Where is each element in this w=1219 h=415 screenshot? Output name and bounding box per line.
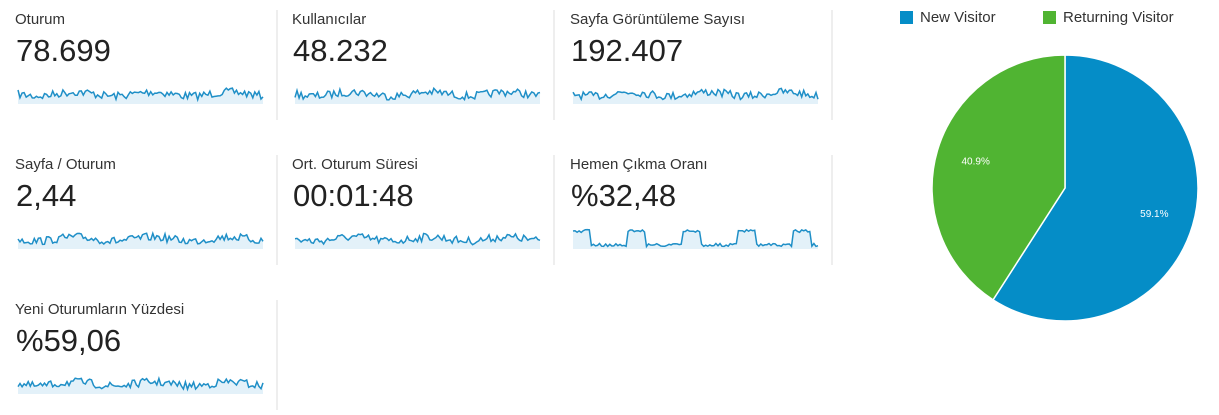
sparkline (294, 232, 541, 246)
metric-label: Sayfa / Oturum (15, 156, 116, 173)
metric-value: 192.407 (571, 33, 683, 68)
sparkline (572, 87, 819, 102)
pie-slice (991, 54, 1199, 322)
legend-label: New Visitor (920, 9, 996, 26)
slice-label: 40.9% (961, 156, 989, 167)
legend-swatch (1043, 11, 1056, 24)
sparkline-area (18, 233, 263, 249)
metric-value: 00:01:48 (293, 178, 414, 213)
sparkline (17, 376, 264, 392)
sparkline-area (295, 88, 540, 104)
legend-label: Returning Visitor (1063, 9, 1174, 26)
slice-label: 59.1% (1140, 209, 1168, 220)
metric-label: Kullanıcılar (292, 11, 366, 28)
metric-label: Yeni Oturumların Yüzdesi (15, 301, 184, 318)
pie-slice (931, 54, 1066, 301)
metric-value: 2,44 (16, 178, 76, 213)
sparkline-area (18, 378, 263, 394)
metric-label: Sayfa Görüntüleme Sayısı (570, 11, 745, 28)
sparkline (17, 231, 264, 246)
metric-label: Hemen Çıkma Oranı (570, 156, 708, 173)
metric-value: 48.232 (293, 33, 388, 68)
sparkline (572, 228, 819, 249)
sparkline-area (295, 233, 540, 249)
metric-label: Ort. Oturum Süresi (292, 156, 418, 173)
metric-value: 78.699 (16, 33, 111, 68)
sparkline (17, 87, 264, 103)
sparkline-area (573, 88, 818, 104)
metric-value: %59,06 (16, 323, 121, 358)
metric-label: Oturum (15, 11, 65, 28)
metric-value: %32,48 (571, 178, 676, 213)
legend-swatch (900, 11, 913, 24)
sparkline (294, 86, 541, 102)
